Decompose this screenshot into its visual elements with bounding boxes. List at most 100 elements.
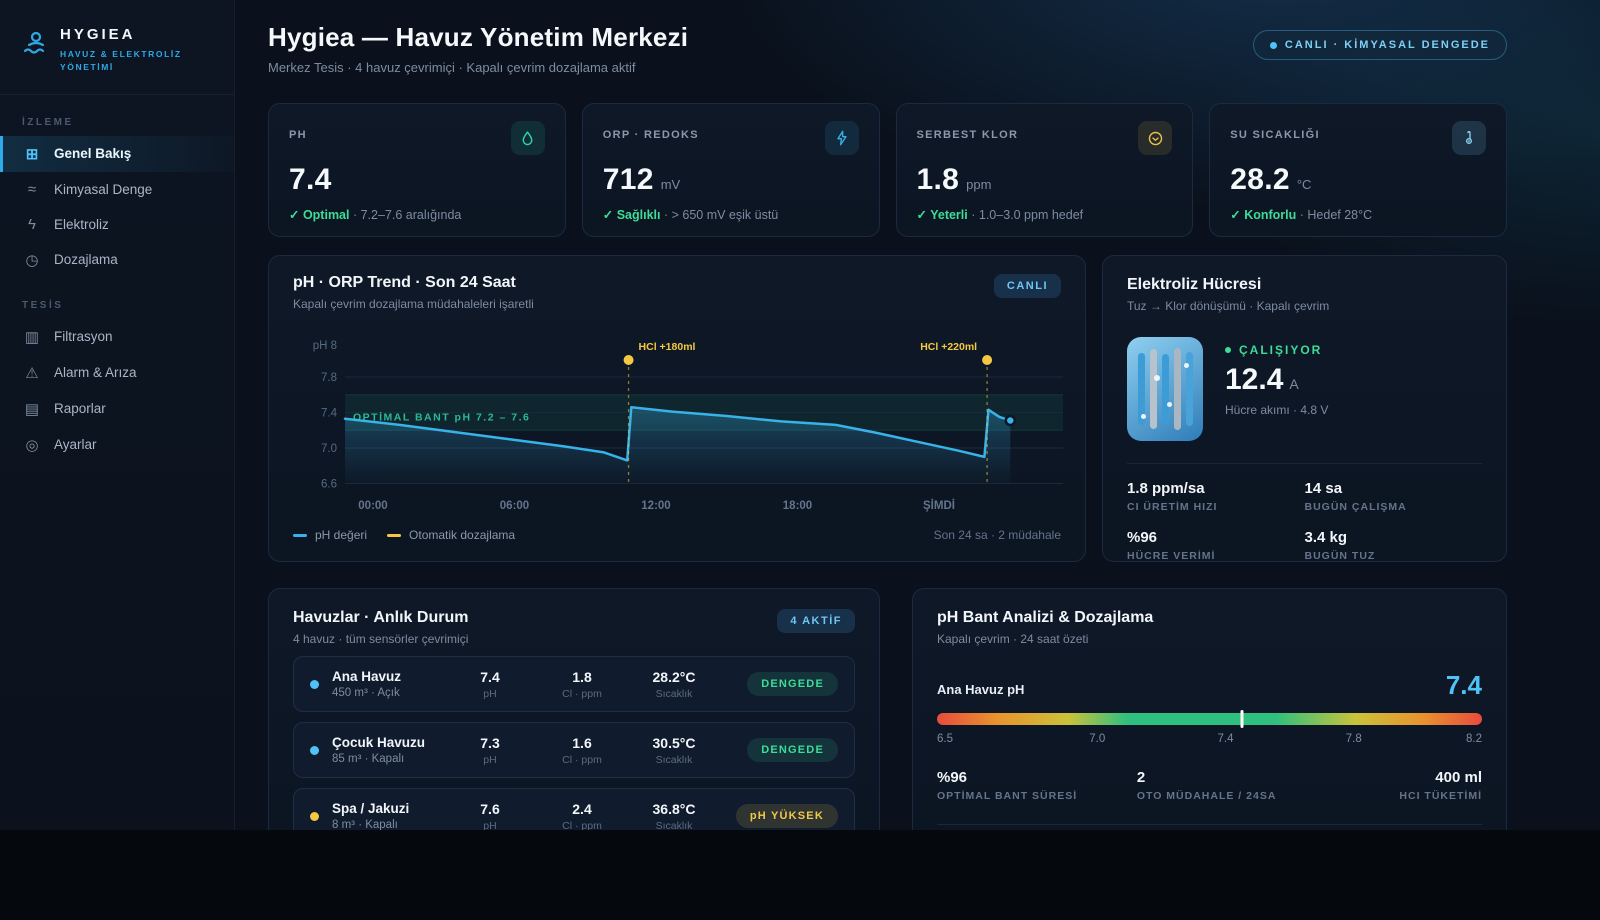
pool-row-ana-havuz[interactable]: Ana Havuz 450 m³ · Açık 7.4 pH 1.8 Cl · pp… (293, 656, 855, 712)
waves-icon: ≈ (27, 180, 37, 198)
sidebar-item-raporlar[interactable]: ▤ Raporlar (0, 391, 234, 427)
kpi-label: PH (289, 129, 307, 141)
pool-status-badge: DENGEDE (747, 672, 838, 696)
sidebar-item-dozajlama[interactable]: ◷ Dozajlama (0, 242, 234, 278)
divider (937, 824, 1482, 826)
svg-text:HCl +180ml: HCl +180ml (639, 341, 696, 353)
pool-cl: 1.6 (572, 734, 592, 751)
svg-text:HCl +220ml: HCl +220ml (920, 341, 977, 353)
svg-text:7.4: 7.4 (321, 408, 338, 420)
sidebar-item-kimyasal-denge[interactable]: ≈ Kimyasal Denge (0, 172, 234, 207)
sidebar-item-label: Alarm & Arıza (54, 365, 137, 380)
svg-text:18:00: 18:00 (783, 500, 812, 512)
report-icon: ▤ (24, 400, 40, 418)
kpi-card-sicaklik: SU SICAKLIĞI 28.2 °C ✓ Konforlu · Hedef … (1209, 103, 1507, 237)
sidebar-item-genel-bakis[interactable]: ⊞ Genel Bakış (0, 135, 234, 172)
pool-cl: 1.8 (572, 668, 592, 685)
ph-gradient-bar (937, 710, 1482, 729)
legend-swatch-ph (293, 533, 307, 537)
kpi-value: 28.2 (1230, 163, 1290, 196)
sidebar-item-label: Ayarlar (54, 437, 97, 452)
band-stats: %96 OPTİMAL BANT SÜRESİ 2 OTO MÜDAHALE /… (937, 769, 1482, 802)
sidebar: HYGIEA HAVUZ & ELEKTROLİZ YÖNETİMİ İZLEM… (0, 0, 235, 830)
band-subtitle: Kapalı çevrim · 24 saat özeti (937, 632, 1089, 646)
chart-footer-note: Son 24 sa · 2 müdahale (933, 528, 1061, 542)
cell-caption: Hücre akımı · 4.8 V (1225, 403, 1329, 417)
legend-ph: pH değeri (293, 528, 367, 542)
timer-icon: ◷ (25, 251, 39, 269)
sidebar-item-label: Filtrasyon (54, 329, 113, 344)
stat-calisma: 14 sa BUGÜN ÇALIŞMA (1304, 480, 1407, 513)
pools-active-badge: 4 AKTİF (777, 609, 855, 633)
stat-tuz: 3.4 kg BUGÜN TUZ (1304, 529, 1376, 562)
pool-ph: 7.4 (480, 668, 500, 685)
cell-current-value: 12.4 (1225, 363, 1284, 396)
live-dot-icon (1269, 41, 1277, 49)
svg-text:00:00: 00:00 (358, 500, 387, 512)
pool-name: Çocuk Havuzu (332, 735, 426, 750)
droplet-icon (510, 121, 545, 155)
ph-scale-label: 8.2 (1466, 733, 1482, 746)
kpi-status: ✓ Sağlıklı · > 650 mV eşik üstü (602, 208, 779, 222)
app-page: HYGIEA HAVUZ & ELEKTROLİZ YÖNETİMİ İZLEM… (0, 0, 1600, 830)
ph-scale: 6.5 7.0 7.4 7.8 8.2 (937, 733, 1482, 749)
gear-icon: ◎ (25, 436, 39, 454)
svg-text:7.8: 7.8 (321, 372, 337, 384)
sidebar-item-alarm-ariza[interactable]: ⚠ Alarm & Arıza (0, 355, 234, 391)
grid-icon: ⊞ (25, 145, 39, 163)
sidebar-item-label: Dozajlama (54, 252, 118, 267)
kpi-value: 7.4 (289, 163, 332, 196)
svg-text:7.0: 7.0 (321, 443, 337, 455)
kpi-value: 712 (602, 163, 654, 196)
kpi-card-orp: ORP · REDOKS 712 mV ✓ Sağlıklı · > 650 m… (581, 103, 880, 237)
sidebar-item-filtrasyon[interactable]: ▥ Filtrasyon (0, 319, 234, 355)
pool-ph: 7.6 (480, 800, 500, 817)
kpi-status: ✓ Konforlu · Hedef 28°C (1230, 208, 1373, 222)
divider (1127, 463, 1482, 464)
kpi-status: ✓ Yeterli · 1.0–3.0 ppm hedef (916, 208, 1084, 222)
chart-title: pH · ORP Trend · Son 24 Saat (293, 274, 516, 291)
shield-check-icon (1138, 121, 1173, 155)
kpi-unit: mV (660, 177, 681, 192)
stat-cl-uretim: 1.8 ppm/sa CI ÜRETİM HIZI (1127, 480, 1218, 513)
pool-row-spa-jakuzi[interactable]: Spa / Jakuzi 8 m³ · Kapalı 7.6 pH 2.4 Cl ·… (293, 788, 855, 830)
pool-meta: 8 m³ · Kapalı (332, 819, 398, 830)
kpi-status: ✓ Optimal · 7.2–7.6 aralığında (289, 208, 462, 222)
band-title: pH Bant Analizi & Dozajlama (937, 609, 1154, 626)
svg-text:6.6: 6.6 (321, 479, 337, 491)
kpi-unit: ppm (966, 177, 992, 192)
sidebar-item-label: Genel Bakış (54, 146, 132, 161)
pool-status-dot (310, 811, 319, 821)
sidebar-divider (0, 93, 234, 95)
kpi-card-klor: SERBEST KLOR 1.8 ppm ✓ Yeterli · 1.0–3.0… (895, 103, 1194, 237)
band-pool-label: Ana Havuz pH (937, 682, 1025, 698)
pool-temp: 28.2°C (652, 668, 696, 685)
sidebar-item-ayarlar[interactable]: ◎ Ayarlar (0, 427, 234, 463)
page-header: Hygiea — Havuz Yönetim Merkezi Merkez Te… (268, 22, 1507, 75)
chart-live-badge: CANLI (993, 274, 1061, 298)
page-title: Hygiea — Havuz Yönetim Merkezi (268, 22, 689, 52)
sidebar-item-elektroliz[interactable]: ϟ Elektroliz (0, 207, 234, 242)
brand-tagline: HAVUZ & ELEKTROLİZ YÖNETİMİ (60, 49, 182, 72)
kpi-row: PH 7.4 ✓ Optimal · 7.2–7.6 aralığında OR… (268, 103, 1507, 237)
pool-row-cocuk-havuzu[interactable]: Çocuk Havuzu 85 m³ · Kapalı 7.3 pH 1.6 Cl … (293, 722, 855, 778)
svg-text:12:00: 12:00 (641, 500, 670, 512)
ph-band-panel: pH Bant Analizi & Dozajlama Kapalı çevri… (912, 588, 1507, 830)
ph-scale-label: 7.0 (1089, 733, 1106, 746)
pool-status-dot (310, 679, 319, 689)
sidebar-item-label: Elektroliz (54, 216, 109, 232)
status-dot-icon (1225, 347, 1231, 353)
svg-text:pH 8: pH 8 (313, 340, 337, 352)
pool-temp: 30.5°C (652, 734, 696, 751)
pools-title: Havuzlar · Anlık Durum (293, 609, 469, 626)
bolt-icon: ϟ (28, 215, 36, 233)
cell-status: ÇALIŞIYOR (1225, 343, 1328, 357)
sidebar-item-label: Raporlar (54, 401, 106, 416)
warning-icon: ⚠ (25, 364, 39, 382)
pool-meta: 450 m³ · Açık (332, 687, 400, 699)
pool-ph: 7.3 (480, 734, 500, 751)
trend-chart-panel: pH · ORP Trend · Son 24 Saat Kapalı çevr… (268, 255, 1086, 562)
live-status-badge: CANLI · KİMYASAL DENGEDE (1252, 30, 1507, 60)
cell-title: Elektroliz Hücresi (1127, 276, 1262, 293)
pool-meta: 85 m³ · Kapalı (332, 753, 405, 765)
